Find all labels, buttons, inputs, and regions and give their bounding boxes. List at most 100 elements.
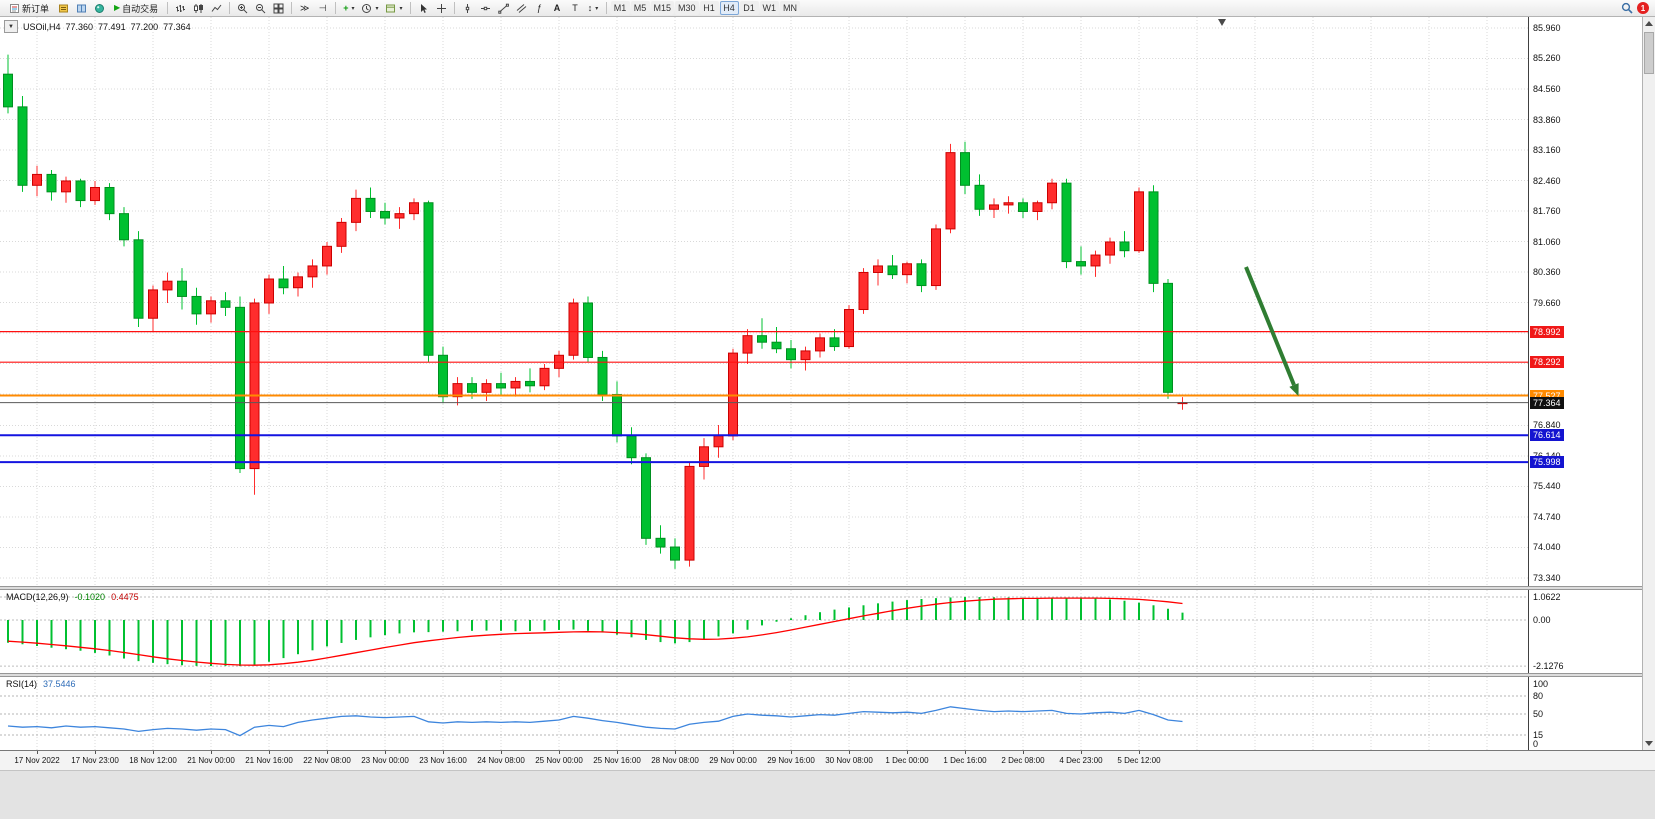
time-tick: [1081, 751, 1082, 754]
candle-body: [699, 446, 709, 467]
price-tick-label: 76.840: [1533, 420, 1561, 431]
price-axis[interactable]: 85.960 85.260 84.560 83.860 83.160 82.460 81.7…: [1528, 17, 1642, 586]
candle-body: [322, 245, 332, 267]
time-label: 23 Nov 00:00: [361, 756, 409, 765]
periods-button[interactable]: ▾: [358, 1, 381, 16]
candle-body: [873, 265, 883, 273]
zoom-out-button[interactable]: [252, 1, 269, 16]
horizontal-line-icon: [480, 3, 491, 14]
candle-body: [1163, 282, 1173, 393]
time-tick: [385, 751, 386, 754]
text-tool-button[interactable]: A: [549, 1, 566, 16]
vertical-line-tool-button[interactable]: [459, 1, 476, 16]
timeframe-h1[interactable]: H1: [699, 1, 719, 15]
autotrading-button[interactable]: ▶ 自动交易: [109, 1, 163, 16]
scrollbar-up-arrow[interactable]: [1645, 21, 1653, 26]
label-tool-button[interactable]: T: [567, 1, 584, 16]
candle-body: [525, 380, 535, 387]
cursor-tool-button[interactable]: [415, 1, 432, 16]
one-click-trading-toggle[interactable]: ▼: [4, 20, 18, 33]
panel-divider[interactable]: [0, 586, 1655, 590]
candle-body: [815, 337, 825, 352]
timeframe-m30[interactable]: M30: [675, 1, 699, 15]
candle-body: [438, 354, 448, 398]
main-chart-panel[interactable]: ▼ USOil,H4 77.360 77.491 77.200 77.364: [0, 17, 1528, 586]
toolbar-separator: [229, 2, 231, 14]
crosshair-tool-button[interactable]: [433, 1, 450, 16]
time-tick: [733, 751, 734, 754]
timeframe-h4[interactable]: H4: [719, 1, 739, 15]
timeframe-w1[interactable]: W1: [759, 1, 780, 15]
rsi-chart[interactable]: [0, 677, 1528, 750]
data-window-icon: [76, 3, 87, 14]
add-indicator-button[interactable]: + ▾: [340, 1, 357, 16]
channel-tool-button[interactable]: [513, 1, 530, 16]
tile-windows-button[interactable]: [270, 1, 287, 16]
macd-panel[interactable]: MACD(12,26,9) -0.1020 0.4475: [0, 590, 1528, 673]
rsi-line: [7, 706, 1183, 737]
timeframe-m1[interactable]: M1: [610, 1, 630, 15]
vertical-scrollbar[interactable]: [1642, 17, 1655, 750]
navigator-button[interactable]: [91, 1, 108, 16]
trendline-tool-button[interactable]: [495, 1, 512, 16]
auto-scroll-button[interactable]: ≫: [296, 1, 313, 16]
timeframe-mn[interactable]: MN: [780, 1, 801, 15]
candle-body: [742, 335, 753, 354]
fibonacci-icon: ƒ: [536, 2, 542, 13]
auto-scroll-icon: ≫: [299, 2, 310, 13]
new-order-label: 新订单: [22, 3, 50, 14]
bar-chart-type-button[interactable]: [172, 1, 189, 16]
candle-body: [829, 337, 840, 348]
price-tick-label: 84.560: [1533, 83, 1561, 94]
timeframe-d1[interactable]: D1: [739, 1, 759, 15]
candle-body: [728, 352, 738, 437]
macd-chart[interactable]: [0, 590, 1528, 673]
rsi-panel[interactable]: RSI(14) 37.5446: [0, 677, 1528, 750]
scrollbar-down-arrow[interactable]: [1645, 741, 1653, 746]
templates-button[interactable]: ▾: [382, 1, 405, 16]
time-label: 4 Dec 23:00: [1059, 756, 1103, 765]
notification-badge[interactable]: 1: [1637, 2, 1649, 14]
scrollbar-thumb[interactable]: [1644, 32, 1654, 74]
chart-shift-marker: [1218, 19, 1226, 26]
candle-body: [568, 302, 579, 356]
time-label: 1 Dec 00:00: [885, 756, 929, 765]
chart-shift-button[interactable]: ⊣: [314, 1, 331, 16]
search-button[interactable]: [1618, 1, 1636, 16]
panel-divider[interactable]: [0, 673, 1655, 677]
candle-body: [989, 204, 999, 210]
candle-body: [931, 228, 941, 287]
timeframe-m15[interactable]: M15: [650, 1, 675, 15]
fibonacci-tool-button[interactable]: ƒ: [531, 1, 548, 16]
horizontal-line-tool-button[interactable]: [477, 1, 494, 16]
line-chart-type-button[interactable]: [208, 1, 225, 16]
time-label: 29 Nov 00:00: [709, 756, 757, 765]
price-tick-label: 83.160: [1533, 145, 1561, 155]
rsi-axis-label: 15: [1533, 730, 1544, 740]
macd-axis-label: -2.1276: [1533, 661, 1564, 672]
macd-signal-value: 0.4475: [111, 592, 139, 602]
price-tick-label: 85.960: [1533, 22, 1561, 33]
new-order-button[interactable]: 新订单: [4, 1, 54, 16]
macd-axis[interactable]: 1.0622 0.00 -2.1276: [1528, 590, 1642, 673]
candle-body: [641, 457, 651, 539]
macd-main-value: -0.1020: [74, 592, 106, 602]
candle-body: [887, 265, 898, 276]
candlestick-type-button[interactable]: [190, 1, 207, 16]
arrows-tool-button[interactable]: ↕ ▾: [585, 1, 602, 16]
candlestick-chart[interactable]: [0, 17, 1528, 586]
channel-icon: [516, 3, 527, 14]
market-watch-button[interactable]: [55, 1, 72, 16]
candle-body: [612, 394, 622, 437]
navigator-icon: [94, 3, 105, 14]
autotrading-label: 自动交易: [122, 3, 159, 14]
time-axis[interactable]: 17 Nov 2022 17 Nov 23:00 18 Nov 12:00 21 No…: [0, 750, 1655, 770]
timeframe-m5[interactable]: M5: [630, 1, 650, 15]
candle-body: [293, 276, 303, 289]
data-window-button[interactable]: [73, 1, 90, 16]
rsi-axis[interactable]: 100 80 50 15 0: [1528, 677, 1642, 750]
candle-body: [75, 180, 86, 202]
zoom-in-button[interactable]: [234, 1, 251, 16]
candle-body: [177, 280, 187, 297]
candle-body: [380, 210, 390, 219]
